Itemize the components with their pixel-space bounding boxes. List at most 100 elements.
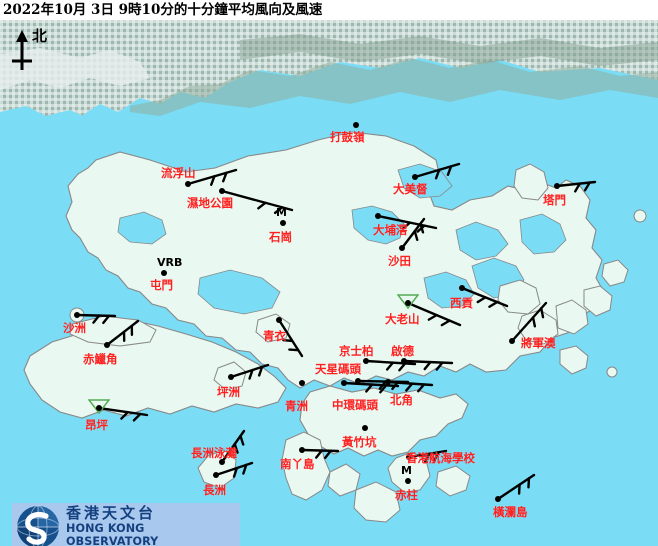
station-dot [375,213,381,219]
station-label: 大老山 [385,312,420,326]
wind-barb [105,319,140,347]
station-dot [299,380,305,386]
station-dot [405,300,411,306]
station-label: 昂坪 [85,418,108,432]
wind-barb [510,301,548,343]
wind-barb [555,180,597,193]
wind-condition-flag: M [401,464,412,477]
hko-logo-chinese: 香港天文台 [66,504,157,522]
station-dot [185,181,191,187]
station-dot [405,478,411,484]
hilltop-triangle-icon [88,399,110,414]
station-dot [299,447,305,453]
station-dot [495,496,501,502]
station-label: 長洲 [203,483,226,497]
station-label: 濕地公園 [187,196,233,210]
station-label: 赤柱 [395,488,418,502]
station-dot [219,459,225,465]
wind-barb [186,168,238,186]
station-label: 京士柏 [339,344,374,358]
station-label: 坪洲 [217,385,240,399]
station-label: 沙洲 [63,321,86,335]
wind-barb [300,448,340,460]
station-label: 黃竹坑 [342,435,377,449]
station-dot [74,312,80,318]
wind-condition-flag: VRB [157,256,183,269]
wind-barb [229,363,270,380]
wind-barb [413,162,461,180]
station-label: 塔門 [543,193,566,207]
wind-barb [402,359,454,371]
station-label: 西貢 [450,296,473,310]
station-label: 啟德 [391,344,414,358]
station-label: 大美督 [393,182,428,196]
station-dot [362,425,368,431]
wind-barb [460,286,509,308]
mainland-landmass [0,20,658,128]
station-label: 青洲 [285,399,308,413]
wind-barb [406,301,462,327]
station-label: 南丫島 [280,457,315,471]
station-label: 中環碼頭 [332,398,378,412]
wind-barb [400,217,426,250]
hko-logo: 香港天文台 HONG KONG OBSERVATORY [12,503,240,546]
station-label: 沙田 [388,254,411,268]
hong-kong-island [299,385,469,493]
station-dot [161,270,167,276]
station-dot [459,285,465,291]
hko-swirl-logo-icon [16,505,60,546]
station-dot [412,174,418,180]
station-dot [276,317,282,323]
geography-layer [0,20,658,546]
station-dot [341,380,347,386]
station-dot [401,358,407,364]
station-dot [213,472,219,478]
map-canvas[interactable]: 北 打鼓嶺 流浮山 濕地公園 M 石崗 VRB 屯門 大美督 塔門 大埔滘 沙田 西貢 大老山 將軍澳 青衣… [0,20,658,546]
station-label: 天星碼頭 [315,362,361,376]
hko-logo-english: HONG KONG OBSERVATORY [66,522,159,546]
station-label: 青衣 [263,329,286,343]
wind-barb [277,318,304,358]
wind-barb-layer [75,162,597,501]
wind-barb [220,189,294,215]
station-dot [399,245,405,251]
station-label: 橫瀾島 [493,505,528,519]
sai-kung-islands [497,163,629,375]
wind-barb [220,429,246,464]
station-label: 大埔滘 [373,223,408,237]
station-label: 長洲泳灘 [191,446,237,460]
deep-bay-water [0,106,152,168]
station-dot [96,405,102,411]
station-dot [219,188,225,194]
station-dot [406,454,412,460]
page-title: 2022年10月 3日 9時10分的十分鐘平均風向及風速 [0,0,658,20]
station-dot [104,342,110,348]
station-label: 香港航海學校 [406,451,475,465]
station-dot [554,183,560,189]
wind-barb [75,313,117,325]
station-dot [355,378,361,384]
station-dot [353,122,359,128]
station-dot [228,374,234,380]
station-dot [509,338,515,344]
station-label: 打鼓嶺 [330,130,365,144]
station-label: 北角 [390,393,413,407]
wind-barb [214,461,254,478]
wind-condition-flag: M [276,206,287,219]
station-label: 將軍澳 [521,336,556,350]
wind-barb [97,406,149,422]
outlying-islands [69,209,647,523]
wind-barb [407,449,448,463]
hilltop-triangle-icon [397,294,419,309]
station-label: 赤鱲角 [83,352,118,366]
station-label: 流浮山 [161,166,196,180]
station-label: 石崗 [269,230,292,244]
station-dot [363,358,369,364]
wind-barb [496,473,536,501]
station-dot [385,379,391,385]
station-label: 屯門 [150,278,173,292]
wind-barb [342,381,400,394]
wind-barb [386,380,434,393]
wind-barb [364,359,417,372]
